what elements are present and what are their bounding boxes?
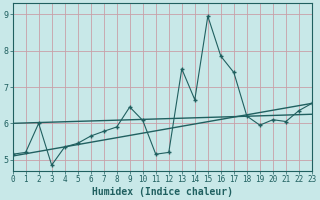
X-axis label: Humidex (Indice chaleur): Humidex (Indice chaleur) (92, 186, 233, 197)
